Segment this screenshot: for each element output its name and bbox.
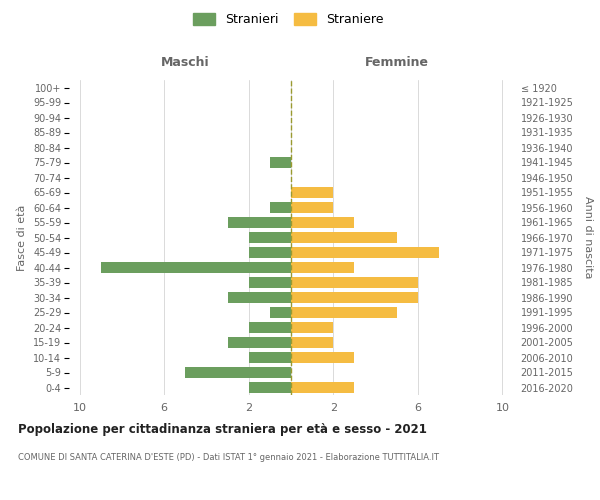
Bar bbox=[227, 292, 291, 303]
Bar bbox=[291, 292, 418, 303]
Bar bbox=[291, 322, 333, 333]
Bar bbox=[291, 382, 355, 393]
Bar bbox=[249, 352, 291, 363]
Bar bbox=[291, 202, 333, 213]
Bar bbox=[291, 277, 418, 288]
Bar bbox=[291, 187, 333, 198]
Text: Maschi: Maschi bbox=[161, 56, 209, 70]
Bar bbox=[291, 247, 439, 258]
Text: Femmine: Femmine bbox=[365, 56, 429, 70]
Bar bbox=[291, 262, 355, 273]
Bar bbox=[101, 262, 291, 273]
Bar bbox=[291, 337, 333, 348]
Bar bbox=[270, 157, 291, 168]
Bar bbox=[291, 232, 397, 243]
Bar bbox=[249, 322, 291, 333]
Bar bbox=[249, 247, 291, 258]
Y-axis label: Fasce di età: Fasce di età bbox=[17, 204, 28, 270]
Bar bbox=[249, 232, 291, 243]
Bar bbox=[185, 367, 291, 378]
Bar bbox=[249, 382, 291, 393]
Text: Popolazione per cittadinanza straniera per età e sesso - 2021: Popolazione per cittadinanza straniera p… bbox=[18, 422, 427, 436]
Bar bbox=[291, 217, 355, 228]
Bar bbox=[270, 307, 291, 318]
Bar bbox=[291, 352, 355, 363]
Bar bbox=[227, 337, 291, 348]
Text: COMUNE DI SANTA CATERINA D'ESTE (PD) - Dati ISTAT 1° gennaio 2021 - Elaborazione: COMUNE DI SANTA CATERINA D'ESTE (PD) - D… bbox=[18, 452, 439, 462]
Y-axis label: Anni di nascita: Anni di nascita bbox=[583, 196, 593, 279]
Bar bbox=[249, 277, 291, 288]
Bar bbox=[227, 217, 291, 228]
Legend: Stranieri, Straniere: Stranieri, Straniere bbox=[189, 8, 387, 29]
Bar bbox=[291, 307, 397, 318]
Bar bbox=[270, 202, 291, 213]
